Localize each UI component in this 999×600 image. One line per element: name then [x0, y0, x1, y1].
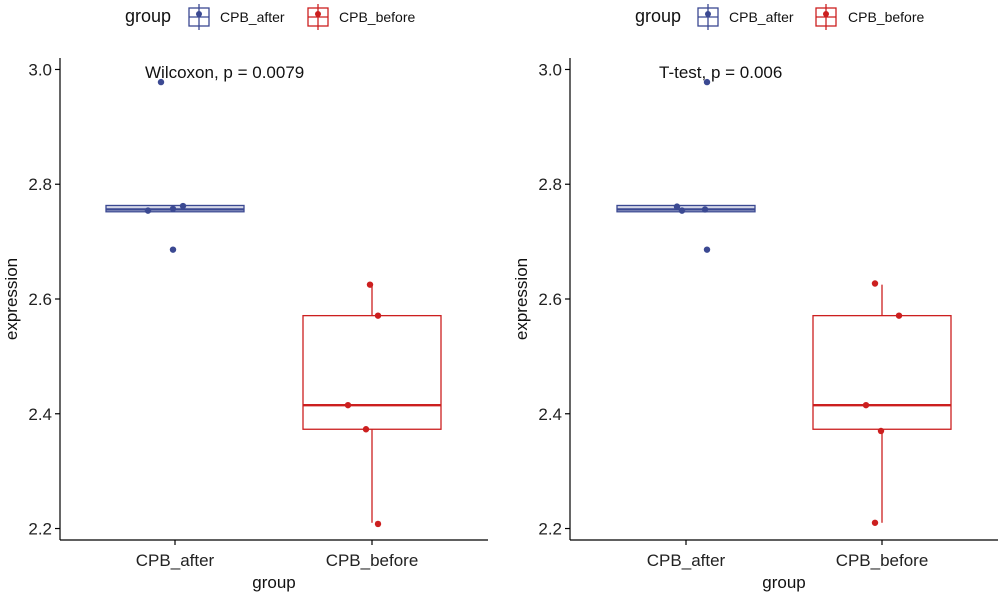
data-point	[179, 202, 187, 210]
data-point	[862, 401, 870, 409]
legend-label-cpb-after: CPB_after	[220, 9, 285, 25]
box-cpb-after	[616, 78, 756, 253]
y-tick-label: 2.8	[538, 175, 562, 194]
y-axis-title: expression	[2, 258, 21, 340]
legend-key-cpb-after-icon	[697, 4, 719, 30]
box-iqr	[812, 314, 952, 430]
y-axis-title: expression	[512, 258, 531, 340]
y-tick-label: 2.2	[538, 520, 562, 539]
x-tick-label: CPB_before	[836, 551, 929, 570]
data-point	[673, 203, 681, 210]
legend-key-cpb-before-icon	[307, 4, 329, 30]
data-point	[374, 312, 382, 319]
box-cpb-before	[302, 281, 442, 528]
legend-label-cpb-after: CPB_after	[729, 9, 794, 25]
data-point	[877, 427, 885, 435]
x-tick-label: CPB_before	[326, 551, 419, 570]
data-point	[871, 519, 879, 526]
data-point	[895, 312, 903, 319]
box-cpb-before	[812, 280, 952, 526]
legend-key-cpb-before-icon	[815, 4, 837, 30]
legend-key-cpb-after-icon	[188, 4, 210, 30]
data-point	[871, 280, 879, 287]
legend-label-cpb-before: CPB_before	[848, 9, 924, 25]
box-cpb-after	[105, 78, 245, 253]
box-iqr	[302, 314, 442, 430]
data-point	[344, 401, 352, 409]
x-axis-title: group	[252, 573, 295, 592]
data-point	[169, 246, 177, 253]
x-axis-title: group	[762, 573, 805, 592]
x-tick-label: CPB_after	[136, 551, 215, 570]
legend-title: group	[125, 6, 171, 26]
data-point	[678, 207, 686, 214]
y-tick-label: 2.2	[28, 520, 52, 539]
data-point	[169, 205, 177, 213]
x-tick-label: CPB_after	[647, 551, 726, 570]
legend-label-cpb-before: CPB_before	[339, 9, 415, 25]
data-point	[703, 246, 711, 253]
data-point	[144, 207, 152, 214]
y-tick-label: 2.4	[538, 405, 562, 424]
data-point	[366, 281, 374, 288]
test-annotation: T-test, p = 0.006	[659, 63, 782, 82]
data-point	[157, 78, 165, 86]
test-annotation: Wilcoxon, p = 0.0079	[145, 63, 304, 82]
y-tick-label: 2.4	[28, 405, 52, 424]
y-tick-label: 2.6	[538, 290, 562, 309]
data-point	[701, 206, 709, 213]
y-tick-label: 3.0	[538, 60, 562, 79]
y-tick-label: 2.6	[28, 290, 52, 309]
data-point	[362, 426, 370, 433]
legend-left: group CPB_after CPB_before	[125, 4, 415, 30]
legend-right: group CPB_after CPB_before	[635, 4, 924, 30]
legend-title: group	[635, 6, 681, 26]
data-point	[374, 520, 382, 528]
y-tick-label: 3.0	[28, 60, 52, 79]
data-point	[703, 78, 711, 86]
y-tick-label: 2.8	[28, 175, 52, 194]
